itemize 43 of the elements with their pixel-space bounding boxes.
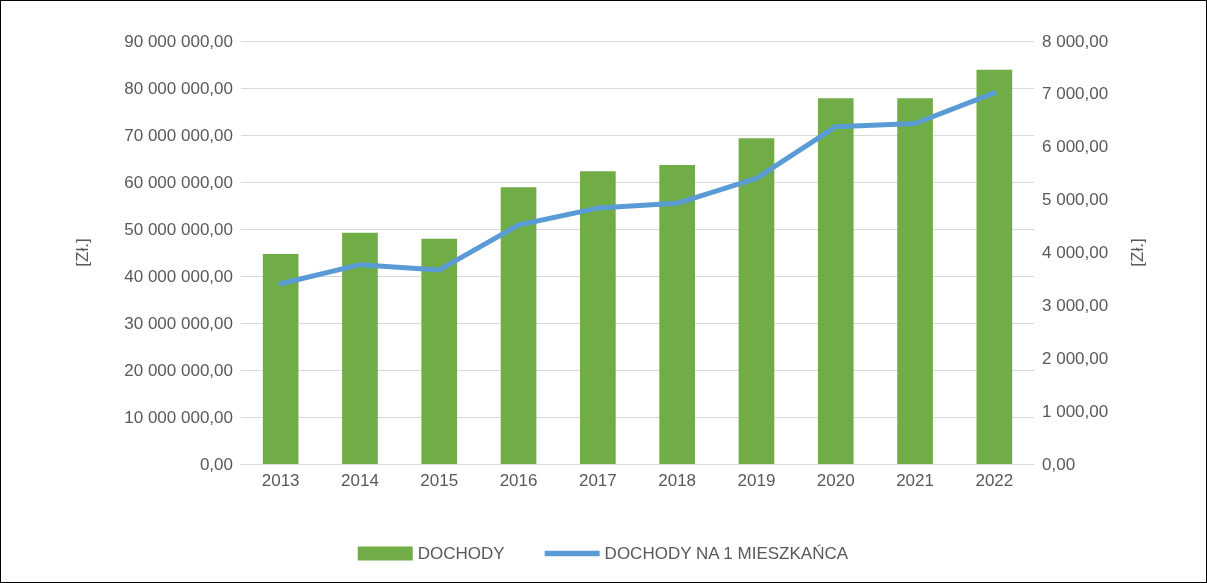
x-tick-label: 2019	[737, 471, 776, 490]
y-tick-label: 50 000 000,00	[124, 219, 233, 239]
bar	[342, 232, 378, 464]
y2-tick-label: 8 000,00	[1042, 31, 1109, 51]
y-tick-label: 0,00	[199, 454, 233, 474]
x-tick-label: 2022	[975, 471, 1014, 490]
x-tick-label: 2021	[896, 471, 934, 490]
x-tick-label: 2018	[658, 471, 697, 490]
y2-tick-label: 3 000,00	[1042, 295, 1109, 315]
legend-label: DOCHODY	[417, 544, 505, 563]
bar	[659, 165, 695, 464]
y-tick-label: 90 000 000,00	[124, 31, 233, 51]
x-tick-label: 2015	[420, 471, 459, 490]
x-tick-label: 2020	[816, 471, 855, 490]
x-tick-label: 2014	[341, 471, 379, 490]
y2-axis-title: [Zł.]	[1128, 238, 1147, 267]
y-tick-label: 10 000 000,00	[124, 407, 233, 427]
bar	[817, 98, 854, 464]
y-tick-label: 60 000 000,00	[124, 172, 233, 192]
y-axis-title: [Zł.]	[73, 238, 92, 267]
bar	[421, 238, 458, 464]
y-tick-label: 40 000 000,00	[124, 266, 233, 286]
y2-tick-label: 2 000,00	[1042, 348, 1109, 368]
x-tick-label: 2016	[499, 471, 538, 490]
y2-tick-label: 6 000,00	[1042, 137, 1109, 157]
legend-label: DOCHODY NA 1 MIESZKAŃCA	[604, 544, 849, 563]
y-tick-label: 70 000 000,00	[124, 125, 233, 145]
y2-tick-label: 0,00	[1042, 454, 1076, 474]
y2-tick-label: 1 000,00	[1042, 401, 1109, 421]
y-tick-label: 80 000 000,00	[124, 78, 233, 98]
y2-tick-label: 4 000,00	[1042, 243, 1109, 262]
bar	[738, 138, 775, 464]
bar	[976, 69, 1013, 464]
bar	[897, 98, 933, 464]
y2-tick-label: 5 000,00	[1042, 190, 1109, 210]
bar	[580, 171, 616, 464]
y-tick-label: 20 000 000,00	[124, 360, 233, 380]
y2-tick-label: 7 000,00	[1042, 84, 1109, 104]
bar	[500, 187, 537, 464]
y-tick-label: 30 000 000,00	[124, 313, 233, 333]
x-tick-label: 2013	[261, 471, 300, 490]
x-tick-label: 2017	[578, 471, 617, 490]
bar	[262, 253, 299, 464]
